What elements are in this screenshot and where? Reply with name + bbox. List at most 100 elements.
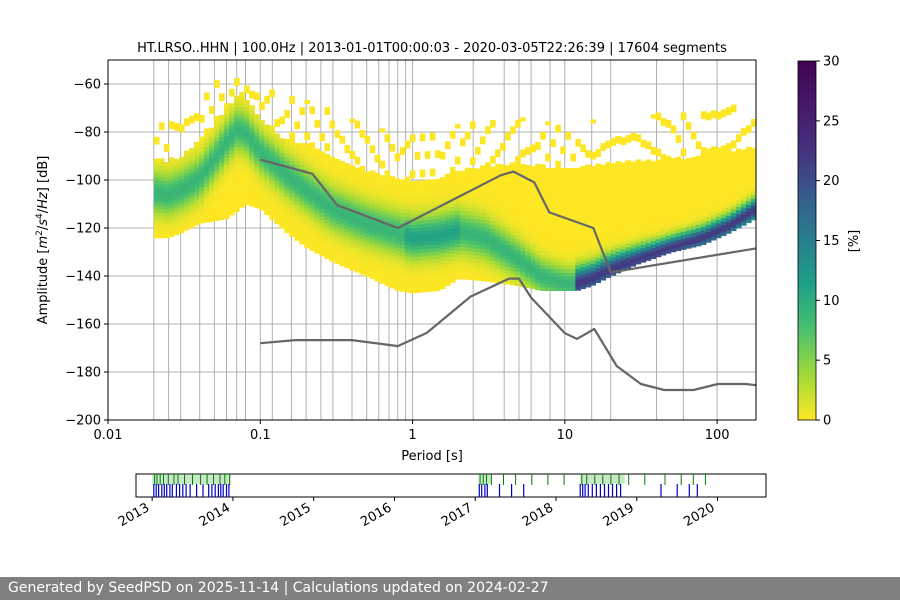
density-cell bbox=[314, 213, 321, 218]
density-cell bbox=[444, 231, 451, 236]
x-tick-label: 0.1 bbox=[250, 428, 271, 443]
density-cell bbox=[585, 214, 592, 220]
density-cell bbox=[520, 264, 526, 269]
density-cell bbox=[545, 193, 551, 198]
density-cell bbox=[464, 221, 471, 226]
density-cell bbox=[429, 244, 436, 249]
density-cell bbox=[279, 192, 285, 197]
density-cell bbox=[655, 238, 662, 243]
density-cell bbox=[259, 102, 265, 107]
density-cell bbox=[344, 199, 351, 204]
footer-bar: Generated by SeedPSD on 2025-11-14 | Cal… bbox=[0, 577, 900, 600]
density-cell bbox=[304, 222, 310, 227]
density-cell bbox=[715, 183, 722, 188]
density-cell bbox=[495, 232, 501, 237]
density-cell bbox=[324, 157, 331, 162]
density-cell bbox=[670, 247, 677, 253]
density-cell bbox=[229, 121, 235, 126]
density-cell bbox=[339, 236, 346, 241]
density-cell bbox=[710, 189, 717, 194]
density-cell bbox=[710, 164, 717, 169]
density-cell bbox=[239, 106, 245, 111]
density-cell bbox=[485, 205, 491, 210]
density-cell bbox=[685, 183, 692, 188]
density-cell bbox=[700, 222, 707, 227]
density-cell bbox=[535, 282, 541, 287]
density-cell bbox=[525, 265, 531, 271]
density-cell bbox=[675, 192, 682, 197]
density-cell bbox=[444, 195, 451, 200]
density-cell bbox=[209, 174, 215, 179]
density-cell bbox=[209, 106, 215, 111]
density-cell bbox=[269, 89, 275, 94]
density-cell bbox=[404, 191, 411, 196]
density-cell bbox=[319, 154, 326, 160]
density-cell bbox=[670, 222, 677, 227]
density-cell bbox=[229, 164, 235, 169]
density-cell bbox=[655, 209, 662, 215]
density-cell bbox=[685, 237, 692, 242]
density-cell bbox=[334, 238, 341, 243]
density-cell bbox=[239, 167, 245, 172]
density-cell bbox=[710, 229, 717, 234]
density-cell bbox=[379, 225, 386, 230]
density-cell bbox=[685, 226, 692, 231]
density-cell bbox=[409, 191, 416, 197]
density-cell bbox=[264, 182, 270, 187]
density-cell bbox=[284, 203, 290, 208]
density-cell bbox=[289, 211, 295, 216]
density-cell bbox=[485, 201, 491, 207]
density-cell bbox=[705, 188, 712, 193]
density-cell bbox=[419, 288, 426, 293]
density-cell bbox=[655, 166, 662, 171]
density-cell bbox=[334, 162, 341, 167]
density-cell bbox=[389, 219, 396, 224]
density-cell bbox=[339, 229, 346, 234]
density-cell bbox=[510, 227, 516, 232]
density-cell bbox=[735, 220, 742, 225]
density-cell bbox=[480, 190, 486, 195]
density-cell bbox=[224, 203, 230, 209]
density-cell bbox=[339, 222, 346, 227]
density-cell bbox=[700, 229, 707, 235]
density-cell bbox=[249, 90, 255, 96]
density-cell bbox=[510, 212, 516, 217]
density-cell bbox=[715, 158, 722, 163]
density-cell bbox=[474, 146, 481, 152]
density-cell bbox=[474, 222, 481, 227]
density-cell bbox=[269, 211, 275, 217]
density-cell bbox=[560, 193, 566, 198]
density-cell bbox=[309, 225, 316, 230]
density-cell bbox=[229, 203, 235, 209]
density-cell bbox=[364, 189, 371, 194]
density-cell bbox=[695, 238, 702, 243]
density-cell bbox=[695, 191, 702, 196]
density-cell bbox=[530, 241, 536, 246]
density-cell bbox=[299, 218, 305, 223]
density-cell bbox=[389, 208, 396, 213]
density-cell bbox=[710, 232, 717, 237]
density-cell bbox=[359, 130, 366, 135]
density-cell bbox=[670, 172, 677, 177]
x-tick-label: 1 bbox=[408, 428, 416, 443]
density-cell bbox=[178, 164, 185, 169]
density-cell bbox=[364, 175, 371, 180]
density-cell bbox=[545, 225, 551, 230]
density-cell bbox=[394, 286, 401, 291]
density-cell bbox=[193, 174, 200, 179]
density-cell bbox=[244, 197, 250, 202]
density-cell bbox=[299, 146, 305, 151]
density-cell bbox=[384, 173, 391, 179]
density-cell bbox=[444, 202, 451, 207]
density-cell bbox=[520, 239, 526, 244]
density-cell bbox=[394, 214, 401, 219]
density-cell bbox=[500, 175, 506, 180]
density-cell bbox=[540, 186, 546, 191]
density-cell bbox=[620, 162, 627, 167]
density-cell bbox=[595, 268, 602, 273]
density-cell bbox=[750, 176, 756, 181]
density-cell bbox=[585, 247, 592, 252]
density-cell bbox=[158, 198, 165, 203]
density-cell bbox=[610, 141, 617, 146]
density-cell bbox=[505, 219, 511, 224]
